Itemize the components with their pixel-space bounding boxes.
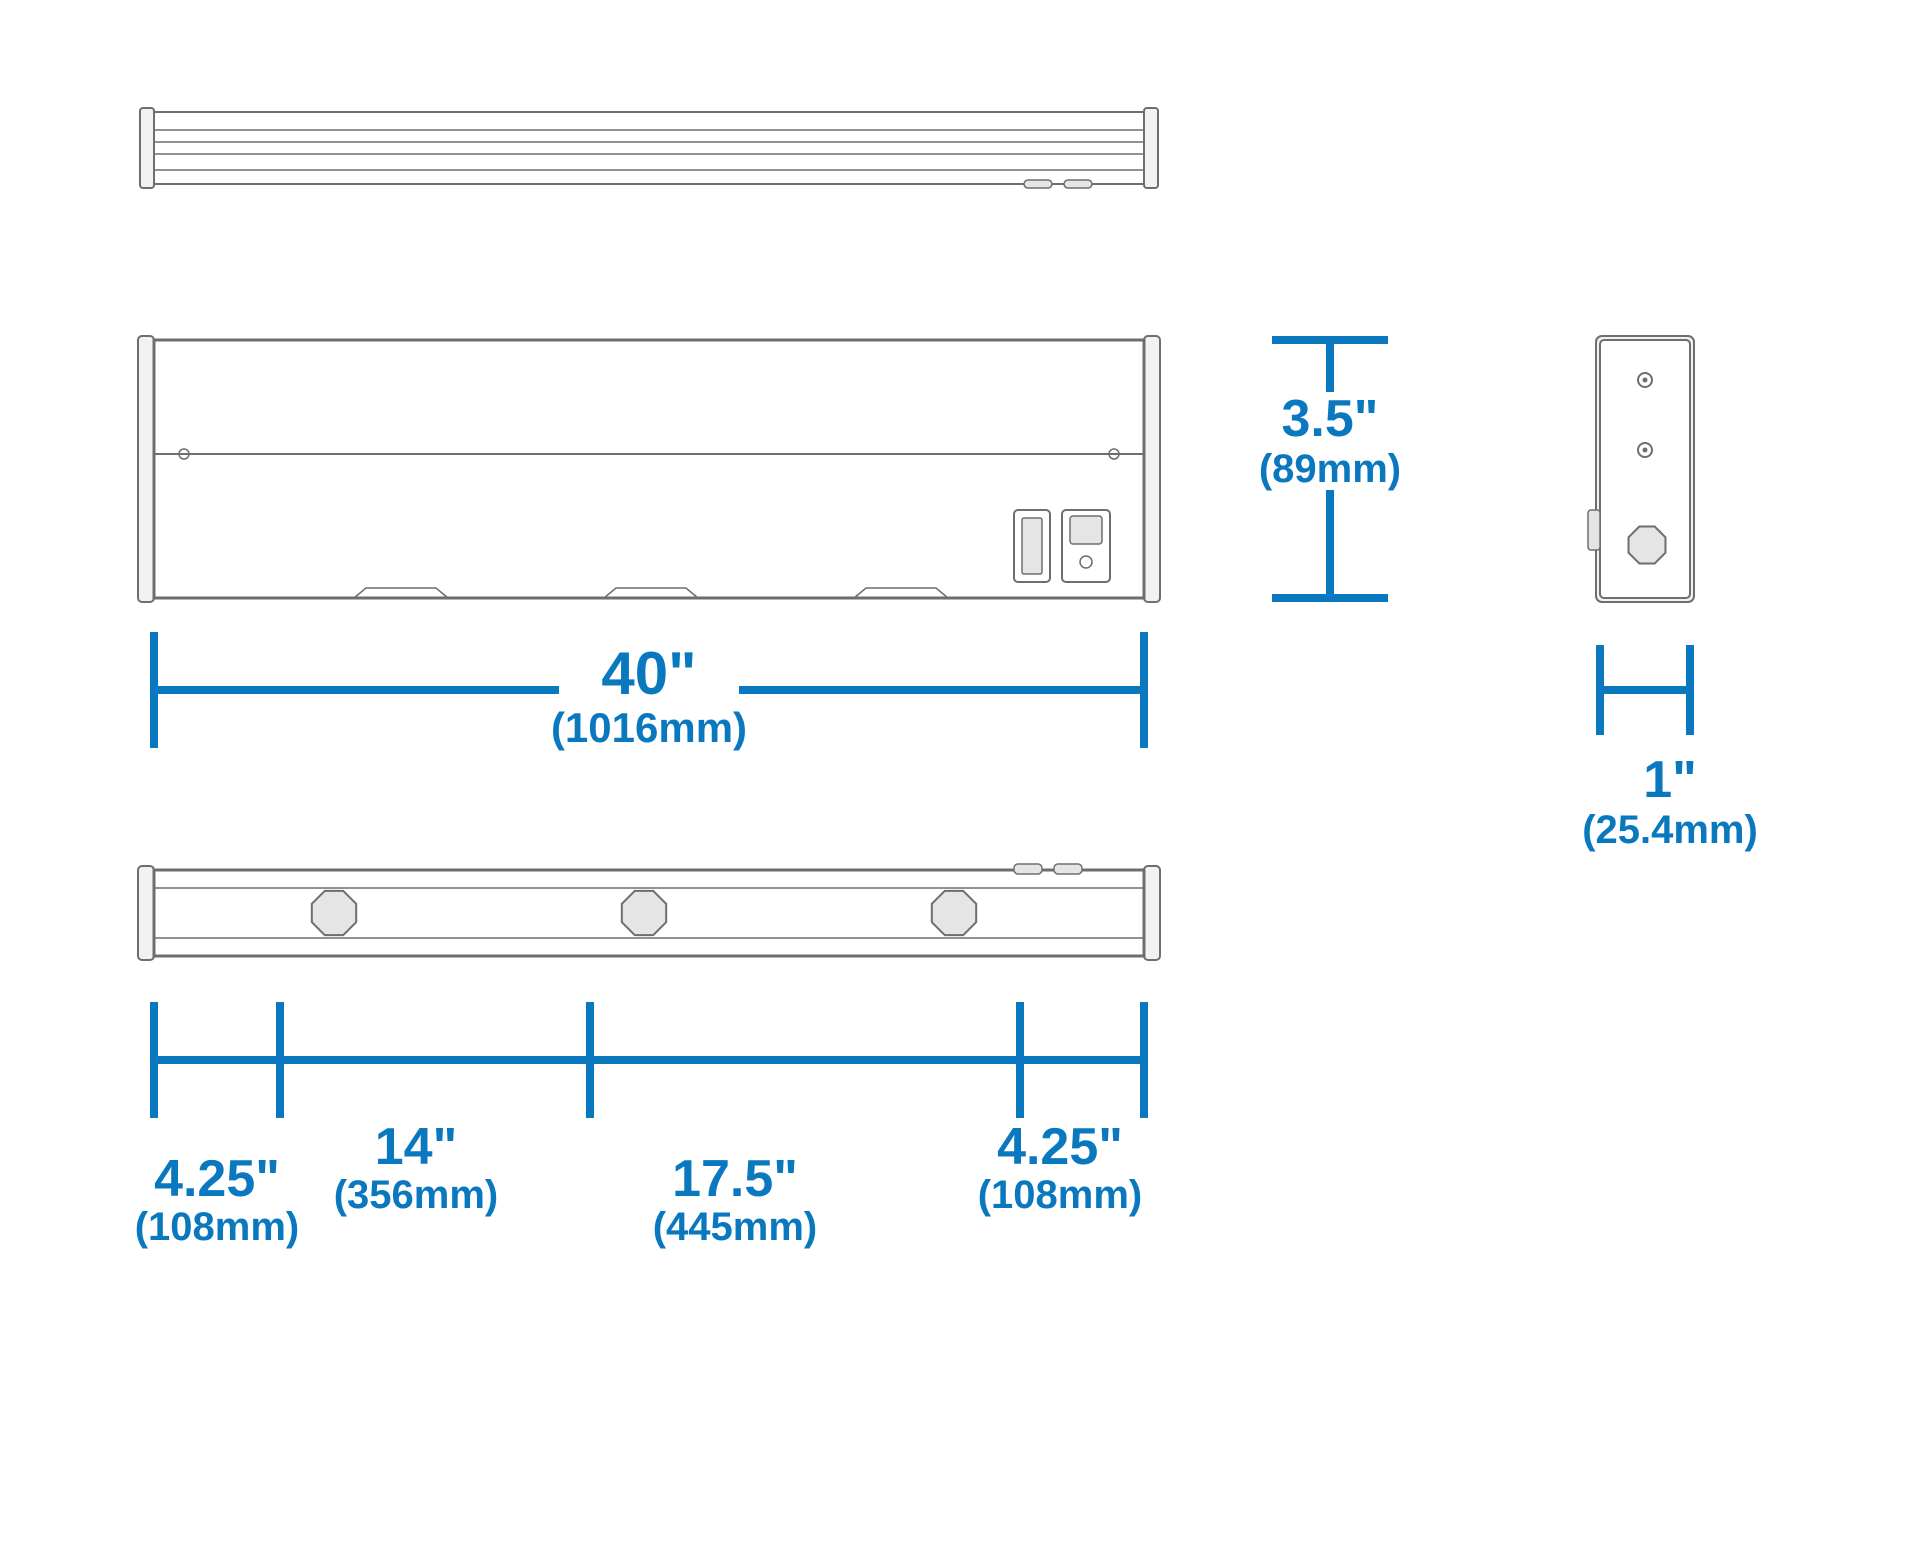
front-view — [140, 108, 1158, 188]
dim-depth-sub: (25.4mm) — [1582, 808, 1758, 852]
dim-seg-2-sub: (445mm) — [653, 1205, 818, 1249]
dim-seg-2-value: 17.5" — [672, 1150, 798, 1208]
top-view — [138, 336, 1160, 602]
dim-width-sub: (1016mm) — [551, 704, 747, 751]
dim-width-value: 40" — [601, 640, 696, 707]
dim-seg-1-value: 14" — [375, 1118, 458, 1176]
dim-seg-1-sub: (356mm) — [334, 1173, 499, 1217]
dim-height: 3.5"(89mm) — [1259, 340, 1401, 598]
back-view — [138, 864, 1160, 960]
dim-seg-3-value: 4.25" — [997, 1118, 1123, 1176]
dim-depth: 1"(25.4mm) — [1582, 645, 1758, 852]
side-view — [1588, 336, 1694, 602]
dim-depth-value: 1" — [1643, 751, 1697, 809]
dim-seg-3-sub: (108mm) — [978, 1173, 1143, 1217]
dim-segments: 4.25"(108mm)14"(356mm)17.5"(445mm)4.25"(… — [135, 1002, 1144, 1249]
dim-seg-0-value: 4.25" — [154, 1150, 280, 1208]
dim-height-sub: (89mm) — [1259, 447, 1401, 491]
dim-height-value: 3.5" — [1282, 390, 1379, 448]
dim-width: 40"(1016mm) — [154, 632, 1144, 751]
dim-seg-0-sub: (108mm) — [135, 1205, 300, 1249]
